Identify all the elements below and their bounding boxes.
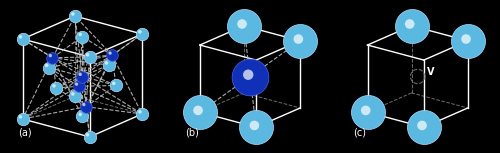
Point [420, 126, 428, 129]
Point [76, 33, 84, 36]
Point [45, 66, 53, 69]
Point [50, 85, 58, 87]
Text: (c): (c) [353, 127, 366, 137]
Point [110, 82, 118, 85]
Point [84, 134, 92, 136]
Point [362, 109, 370, 112]
Point [84, 54, 92, 56]
Point [406, 23, 413, 25]
Point [46, 54, 54, 57]
Text: (b): (b) [186, 127, 199, 137]
Point [296, 40, 304, 42]
Point [71, 95, 79, 97]
Point [108, 54, 116, 56]
Point [364, 111, 372, 113]
Point [78, 75, 86, 78]
Point [244, 73, 252, 76]
Point [76, 113, 84, 116]
Point [136, 31, 144, 33]
Point [240, 24, 248, 27]
Text: (a): (a) [18, 127, 32, 137]
Point [464, 40, 472, 42]
Point [138, 33, 146, 35]
Point [71, 15, 79, 17]
Point [78, 115, 86, 118]
Point [18, 118, 26, 120]
Point [462, 38, 470, 40]
Point [16, 36, 24, 38]
Point [104, 64, 112, 66]
Point [102, 62, 110, 64]
Point [252, 126, 260, 129]
Point [418, 124, 426, 127]
Point [16, 116, 24, 118]
Point [48, 57, 56, 59]
Point [408, 24, 416, 27]
Point [82, 105, 90, 108]
Point [238, 23, 246, 25]
Point [194, 109, 202, 112]
Point [80, 103, 88, 106]
Point [138, 113, 146, 115]
Point [136, 111, 144, 113]
Point [250, 124, 258, 127]
Point [106, 52, 114, 54]
Point [69, 93, 77, 95]
Point [76, 73, 84, 76]
Point [69, 13, 77, 15]
Point [72, 83, 80, 85]
Point [196, 111, 204, 113]
Point [18, 38, 26, 40]
Point [78, 35, 86, 38]
Text: V: V [427, 67, 434, 77]
Point [246, 75, 254, 78]
Point [74, 85, 82, 88]
Point [86, 136, 94, 138]
Point [294, 38, 302, 40]
Point [112, 84, 120, 87]
Point [52, 87, 60, 89]
Point [42, 64, 50, 67]
Point [86, 56, 94, 58]
